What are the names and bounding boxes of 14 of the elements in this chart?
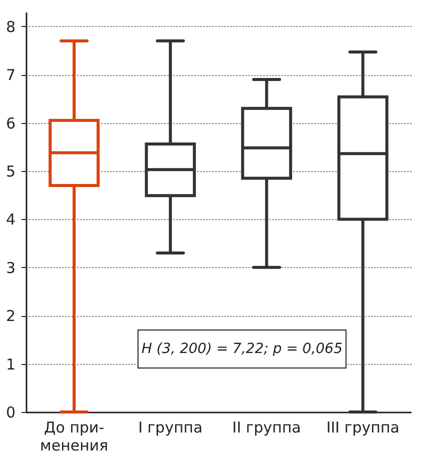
y-tick-label: 5 <box>6 162 16 181</box>
y-tick-label: 4 <box>6 210 16 229</box>
x-tick-label: I группа <box>138 418 203 436</box>
annotation: H (3, 200) = 7,22; p = 0,065 <box>142 341 343 357</box>
y-tick-label: 8 <box>6 18 16 36</box>
x-tick-label: II группа <box>232 418 301 436</box>
x-tick-label: До при- менения <box>40 418 108 454</box>
y-tick-label: 1 <box>6 355 16 374</box>
y-tick-label: 0 <box>6 404 16 422</box>
y-tick-label: 3 <box>6 258 16 277</box>
y-tick-label: 6 <box>6 114 16 132</box>
y-tick-label: 2 <box>6 307 16 326</box>
x-tick-label: III группа <box>326 418 400 436</box>
y-tick-label: 7 <box>6 66 16 84</box>
